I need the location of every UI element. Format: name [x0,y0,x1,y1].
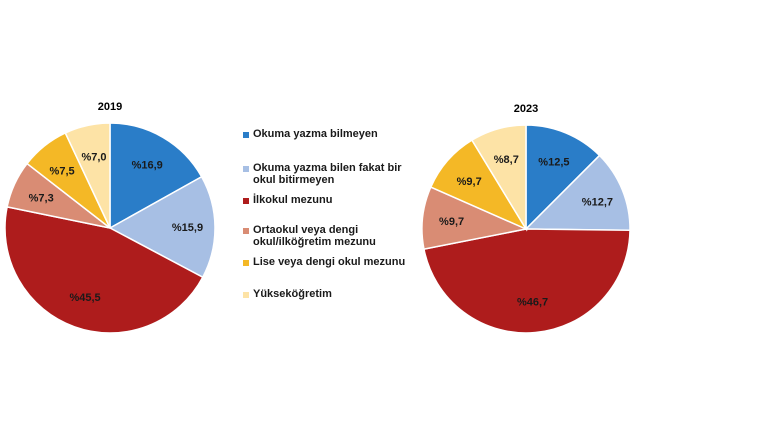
legend-item-okuma-yazma-bilen: Okuma yazma bilen fakat bir okul bitirme… [243,162,402,186]
pie-slice-ilkokul-mezunu [423,228,631,334]
legend-label: İlkokul mezunu [253,194,333,206]
legend-item-ortaokul-mezunu: Ortaokul veya dengi okul/ilköğretim mezu… [243,224,376,248]
legend-label: Okuma yazma bilmeyen [253,128,378,140]
pie-slice-ilkokul-mezunu [4,206,204,334]
pie-2023: %12,5 %12,7 %46,7 %9,7 %9,7 %8,7 [421,124,631,334]
slice-label-ortaokul-mezunu: %9,7 [439,216,464,228]
pie-slice-okuma-yazma-bilen [108,175,216,279]
slice-label-okuma-yazma-bilen: %12,7 [582,197,613,209]
legend-item-ilkokul-mezunu: İlkokul mezunu [243,194,332,206]
slice-label-okuma-yazma-bilmeyen: %16,9 [132,160,163,172]
legend-swatch [243,228,249,234]
legend-swatch [243,198,249,204]
slice-label-lise-mezunu: %7,5 [50,166,75,178]
pie-slice-okuma-yazma-bilmeyen [525,124,601,231]
pie-2019: %16,9 %15,9 %45,5 %7,3 %7,5 %7,0 [4,122,216,334]
slice-label-okuma-yazma-bilmeyen: %12,5 [538,157,569,169]
pie-slice-yuksekogretim [470,124,527,232]
pie-slice-okuma-yazma-bilmeyen [109,122,203,230]
legend-swatch [243,166,249,172]
slice-label-ilkokul-mezunu: %45,5 [69,292,100,304]
chart-title-2019: 2019 [98,101,122,113]
pie-slice-yuksekogretim [64,122,111,229]
legend-label: Lise veya dengi okul mezunu [253,256,406,268]
legend-swatch [243,292,249,298]
legend-item-okuma-yazma-bilmeyen: Okuma yazma bilmeyen [243,128,378,140]
legend-label: Yükseköğretim [253,288,332,300]
legend-item-yuksekogretim: Yükseköğretim [243,288,332,300]
slice-label-ilkokul-mezunu: %46,7 [517,297,548,309]
legend-swatch [243,132,249,138]
slice-label-okuma-yazma-bilen: %15,9 [172,222,203,234]
chart-title-2023: 2023 [514,103,538,115]
legend-item-lise-mezunu: Lise veya dengi okul mezunu [243,256,405,268]
slice-label-lise-mezunu: %9,7 [457,176,482,188]
legend-label: Ortaokul veya dengi okul/ilköğretim mezu… [253,224,376,248]
slice-label-yuksekogretim: %7,0 [81,151,106,163]
slice-label-yuksekogretim: %8,7 [494,154,519,166]
pie-slice-okuma-yazma-bilen [524,154,631,232]
legend-swatch [243,260,249,266]
slice-label-ortaokul-mezunu: %7,3 [29,192,54,204]
legend-label: Okuma yazma bilen fakat bir okul bitirme… [253,162,402,186]
